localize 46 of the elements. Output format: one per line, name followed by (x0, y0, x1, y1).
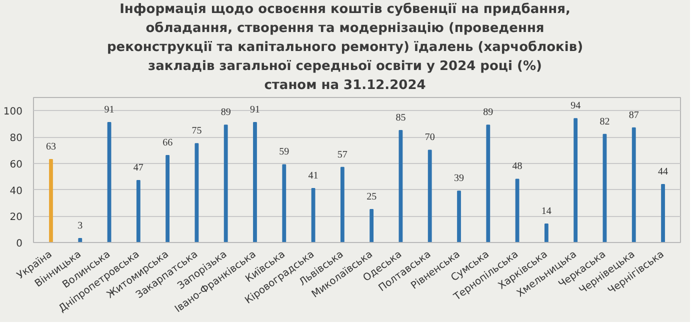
bar (224, 124, 228, 242)
bar (574, 118, 578, 242)
data-label: 66 (162, 138, 173, 148)
data-label: 59 (279, 146, 290, 158)
bar (340, 166, 344, 242)
bar (486, 124, 490, 242)
data-label: 39 (454, 173, 464, 184)
data-label: 44 (658, 166, 668, 178)
y-tick-label: 0 (16, 238, 23, 250)
bar (166, 155, 170, 242)
bar (370, 209, 374, 242)
data-label: 57 (337, 149, 348, 160)
data-label: 87 (628, 110, 639, 121)
data-label: 63 (46, 141, 56, 152)
data-label: 14 (541, 206, 552, 218)
data-label: 47 (133, 162, 144, 174)
data-label: 85 (396, 112, 406, 124)
bar (282, 164, 286, 242)
y-tick-label: 100 (3, 106, 23, 118)
bar (515, 178, 520, 242)
data-label: 70 (424, 132, 435, 144)
bar (136, 180, 140, 242)
y-tick-label: 40 (10, 186, 23, 197)
y-tick-label: 20 (10, 212, 23, 224)
y-tick-label: 80 (10, 133, 23, 144)
data-label: 89 (483, 107, 494, 118)
bar (78, 238, 82, 242)
bar (661, 184, 665, 242)
bar (49, 158, 53, 242)
data-label: 82 (600, 116, 610, 128)
chart-title: Інформація щодо освоєння коштів субвенції на придбання, обладання, створення та модернізацію (проведення реконструкції та капітального ремонту) їдалень (харчоблоків) закладів загальної середньої освіти у 2024 році (%) станом на 31.12.2024 (106, 1, 584, 95)
bar (253, 122, 257, 242)
bar (457, 190, 461, 242)
data-label: 3 (78, 220, 83, 232)
bar (544, 224, 548, 242)
data-label: 75 (192, 126, 202, 137)
data-label: 48 (512, 161, 522, 172)
data-label: 91 (250, 104, 260, 116)
bar (428, 150, 432, 242)
bar (632, 127, 636, 242)
data-label: 89 (220, 107, 231, 118)
y-tick-label: 60 (10, 159, 23, 170)
data-label: 25 (366, 192, 377, 203)
data-label: 91 (104, 104, 114, 116)
data-label: 41 (308, 170, 318, 182)
data-label: 94 (570, 100, 581, 112)
